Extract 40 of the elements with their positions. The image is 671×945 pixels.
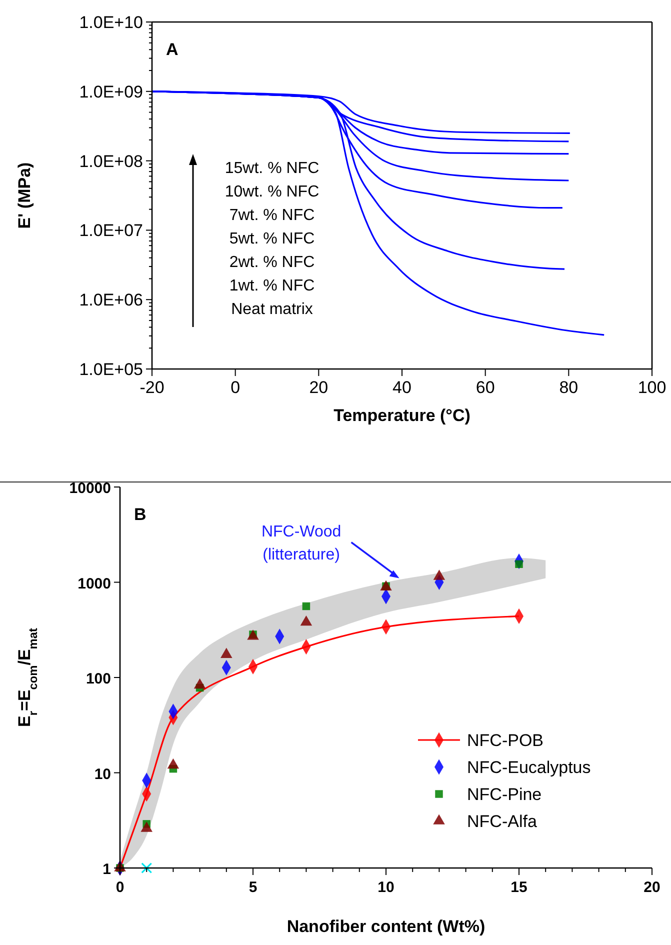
y-tick-label: 1.0E+07 [79, 221, 143, 240]
annotation: 1wt. % NFC [229, 278, 315, 294]
x-tick-label: 10 [378, 879, 394, 896]
legend-label: NFC-Eucalyptus [467, 758, 591, 777]
x-tick-label: 60 [476, 378, 495, 397]
x-tick-label: 40 [392, 378, 412, 397]
x-tick-label: 15 [510, 879, 528, 896]
annotation: 7wt. % NFC [229, 207, 315, 224]
legend-label: NFC-Alfa [467, 812, 538, 831]
legend-label: NFC-POB [467, 731, 544, 750]
x-tick-label: 5 [248, 879, 258, 896]
y-tick-label: 1.0E+08 [79, 152, 143, 171]
y-tick-label: 1000 [78, 575, 111, 592]
annotation: A [166, 40, 178, 59]
annotation: 2wt. % NFC [229, 254, 315, 271]
annotation: 10wt. % NFC [224, 184, 320, 200]
y-tick-label: 1.0E+10 [79, 13, 143, 32]
annotation: 5wt. % NFC [229, 230, 315, 248]
x-axis-title: Temperature (°C) [334, 406, 470, 425]
annotation: 15wt. % NFC [224, 160, 320, 177]
y-tick-label: 100 [86, 670, 111, 688]
x-tick-label: 0 [116, 879, 124, 896]
x-tick-label: 80 [559, 378, 578, 397]
x-tick-label: 0 [230, 378, 240, 397]
y-axis-title: E' (MPa) [15, 162, 34, 229]
y-tick-label: 10000 [69, 480, 111, 497]
y-tick-label: 1.0E+05 [79, 360, 143, 379]
y-tick-label: 1.0E+06 [79, 290, 143, 310]
x-tick-label: 20 [644, 879, 660, 896]
x-tick-label: 100 [638, 378, 666, 397]
x-tick-label: -20 [140, 378, 164, 397]
annotation: Neat matrix [231, 301, 313, 318]
y-tick-label: 10 [94, 766, 111, 783]
legend-label: NFC-Pine [467, 785, 542, 804]
x-tick-label: 20 [309, 378, 328, 397]
x-axis-title: Nanofiber content (Wt%) [286, 917, 486, 936]
y-tick-label: 1 [102, 861, 111, 878]
y-tick-label: 1.0E+09 [79, 82, 143, 102]
annotation: NFC-Wood (litterature) [261, 523, 342, 564]
annotation: B [134, 505, 146, 524]
